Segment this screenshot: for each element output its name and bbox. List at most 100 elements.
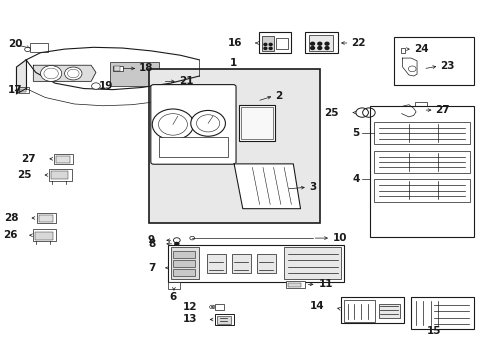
Bar — [287, 283, 301, 287]
Text: 3: 3 — [308, 182, 316, 192]
Bar — [258, 32, 291, 53]
Text: 17: 17 — [8, 85, 22, 95]
Text: 8: 8 — [147, 239, 155, 249]
Circle shape — [269, 43, 272, 45]
Circle shape — [325, 46, 328, 49]
Bar — [168, 282, 180, 289]
FancyBboxPatch shape — [150, 85, 236, 164]
Bar — [394, 37, 473, 85]
Text: 27: 27 — [434, 105, 449, 115]
Circle shape — [310, 46, 314, 49]
Bar — [158, 137, 228, 157]
Bar — [114, 66, 120, 71]
Text: 13: 13 — [182, 315, 197, 324]
Text: 4: 4 — [352, 174, 359, 184]
Bar — [341, 297, 403, 323]
Text: 26: 26 — [3, 230, 18, 240]
Text: 11: 11 — [318, 279, 332, 289]
Bar — [216, 316, 231, 324]
Bar — [19, 87, 29, 93]
Bar — [37, 213, 56, 223]
Text: 28: 28 — [4, 213, 19, 223]
Text: 20: 20 — [8, 40, 23, 49]
Text: 9: 9 — [147, 235, 155, 245]
Text: 15: 15 — [426, 326, 440, 336]
Polygon shape — [17, 60, 26, 94]
Bar — [414, 102, 427, 113]
Circle shape — [190, 111, 225, 136]
Bar — [173, 260, 194, 267]
Bar — [39, 215, 53, 222]
Polygon shape — [33, 65, 96, 81]
Text: 1: 1 — [229, 58, 236, 68]
Bar — [206, 253, 225, 273]
Text: 14: 14 — [309, 301, 324, 311]
Bar — [308, 36, 332, 51]
Bar — [168, 244, 343, 282]
Bar — [54, 154, 73, 164]
Bar — [262, 36, 273, 51]
Circle shape — [152, 109, 193, 140]
Bar — [305, 32, 337, 53]
Bar — [239, 105, 274, 140]
Polygon shape — [234, 164, 300, 209]
Circle shape — [269, 47, 272, 49]
Bar — [410, 297, 473, 329]
Bar — [378, 304, 399, 318]
Bar — [110, 62, 158, 86]
Text: 7: 7 — [147, 263, 155, 273]
Text: 21: 21 — [179, 76, 193, 86]
Circle shape — [174, 242, 179, 246]
Text: 10: 10 — [332, 233, 346, 243]
Text: 16: 16 — [228, 38, 242, 48]
Text: 23: 23 — [439, 61, 454, 71]
Bar — [170, 247, 199, 279]
Bar — [256, 253, 275, 273]
Bar — [343, 300, 374, 321]
Bar — [51, 171, 68, 179]
Text: 12: 12 — [182, 302, 197, 312]
Bar — [285, 281, 305, 288]
Circle shape — [310, 42, 314, 45]
Text: 6: 6 — [169, 292, 176, 302]
Text: 5: 5 — [352, 128, 359, 138]
Circle shape — [317, 46, 321, 49]
Circle shape — [41, 66, 61, 81]
Text: 25: 25 — [324, 108, 338, 118]
Bar — [231, 253, 250, 273]
Bar — [30, 42, 48, 51]
Bar — [49, 169, 72, 181]
Text: 2: 2 — [275, 91, 282, 101]
Bar — [400, 48, 405, 53]
Circle shape — [325, 42, 328, 45]
Bar — [283, 247, 340, 279]
Text: 27: 27 — [21, 154, 36, 164]
Circle shape — [91, 83, 100, 89]
Bar — [35, 231, 53, 239]
Bar — [373, 179, 469, 202]
Bar — [148, 69, 319, 223]
Circle shape — [317, 42, 321, 45]
Bar — [20, 89, 26, 93]
Bar — [152, 79, 160, 84]
Bar — [173, 269, 194, 276]
Bar — [373, 122, 469, 144]
Circle shape — [24, 47, 30, 51]
Bar — [151, 78, 164, 85]
Bar — [173, 251, 194, 258]
Bar — [369, 107, 473, 237]
Text: 24: 24 — [413, 44, 427, 54]
Bar — [373, 150, 469, 173]
Circle shape — [64, 67, 82, 80]
Bar — [241, 107, 272, 139]
Bar — [113, 66, 123, 71]
Text: 18: 18 — [139, 63, 153, 73]
Text: 22: 22 — [350, 38, 365, 48]
Circle shape — [264, 47, 266, 49]
Circle shape — [264, 43, 266, 45]
Text: 25: 25 — [18, 170, 32, 180]
Bar — [56, 156, 70, 163]
Bar — [214, 305, 224, 310]
Text: 19: 19 — [99, 81, 113, 91]
Bar — [276, 38, 287, 49]
